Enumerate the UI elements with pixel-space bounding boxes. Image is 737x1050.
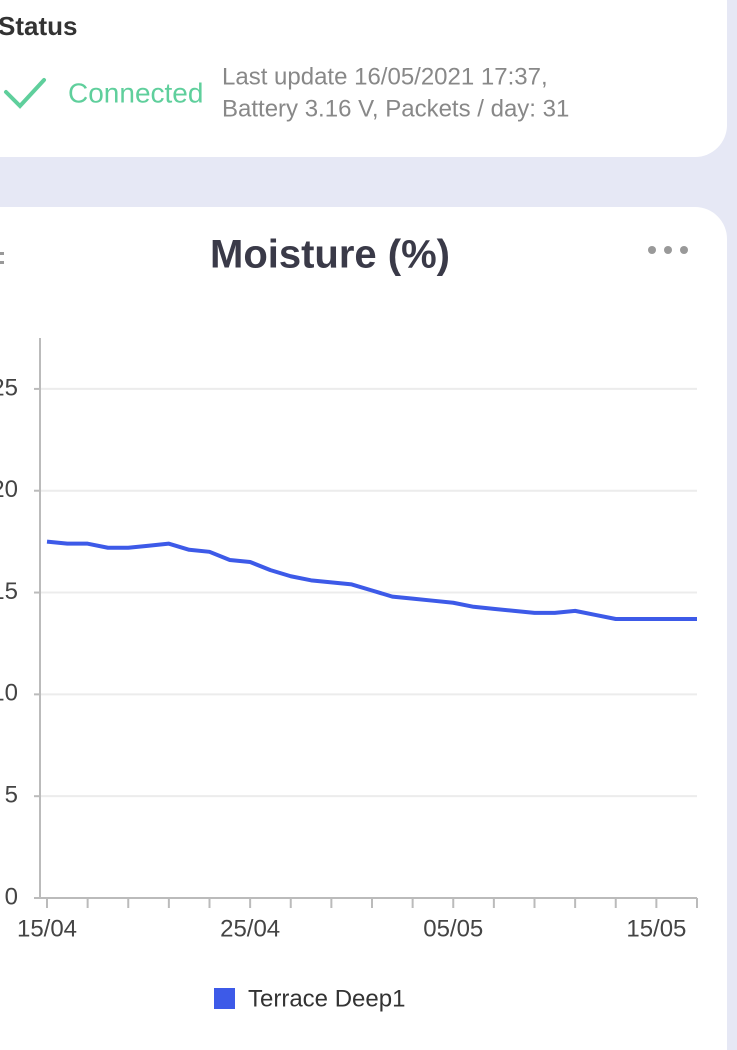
x-tick-label: 05/05 bbox=[423, 915, 483, 942]
x-tick-label: 25/04 bbox=[220, 915, 280, 942]
check-icon bbox=[4, 78, 46, 109]
menu-icon bbox=[0, 252, 4, 255]
y-tick-label: 20 bbox=[0, 476, 18, 503]
y-tick-label: 0 bbox=[5, 883, 18, 910]
status-detail: Battery 3.16 V, Packets / day: 31 bbox=[222, 95, 569, 122]
status-card bbox=[0, 0, 727, 157]
status-detail: Last update 16/05/2021 17:37, bbox=[222, 63, 548, 90]
legend-label: Terrace Deep1 bbox=[248, 985, 405, 1012]
chart-title: Moisture (%) bbox=[210, 233, 450, 277]
status-state: Connected bbox=[68, 77, 203, 108]
legend-swatch bbox=[214, 988, 235, 1009]
chart-card bbox=[0, 207, 727, 1050]
status-title: Status bbox=[0, 11, 77, 41]
y-tick-label: 5 bbox=[5, 782, 18, 809]
menu-icon bbox=[0, 261, 4, 264]
x-tick-label: 15/05 bbox=[626, 915, 686, 942]
data-line bbox=[46, 539, 697, 622]
y-tick-label: 15 bbox=[0, 578, 18, 605]
y-tick-label: 25 bbox=[0, 374, 18, 401]
more-button[interactable] bbox=[648, 246, 688, 254]
x-tick-label: 15/04 bbox=[17, 915, 77, 942]
y-tick-label: 10 bbox=[0, 680, 18, 707]
